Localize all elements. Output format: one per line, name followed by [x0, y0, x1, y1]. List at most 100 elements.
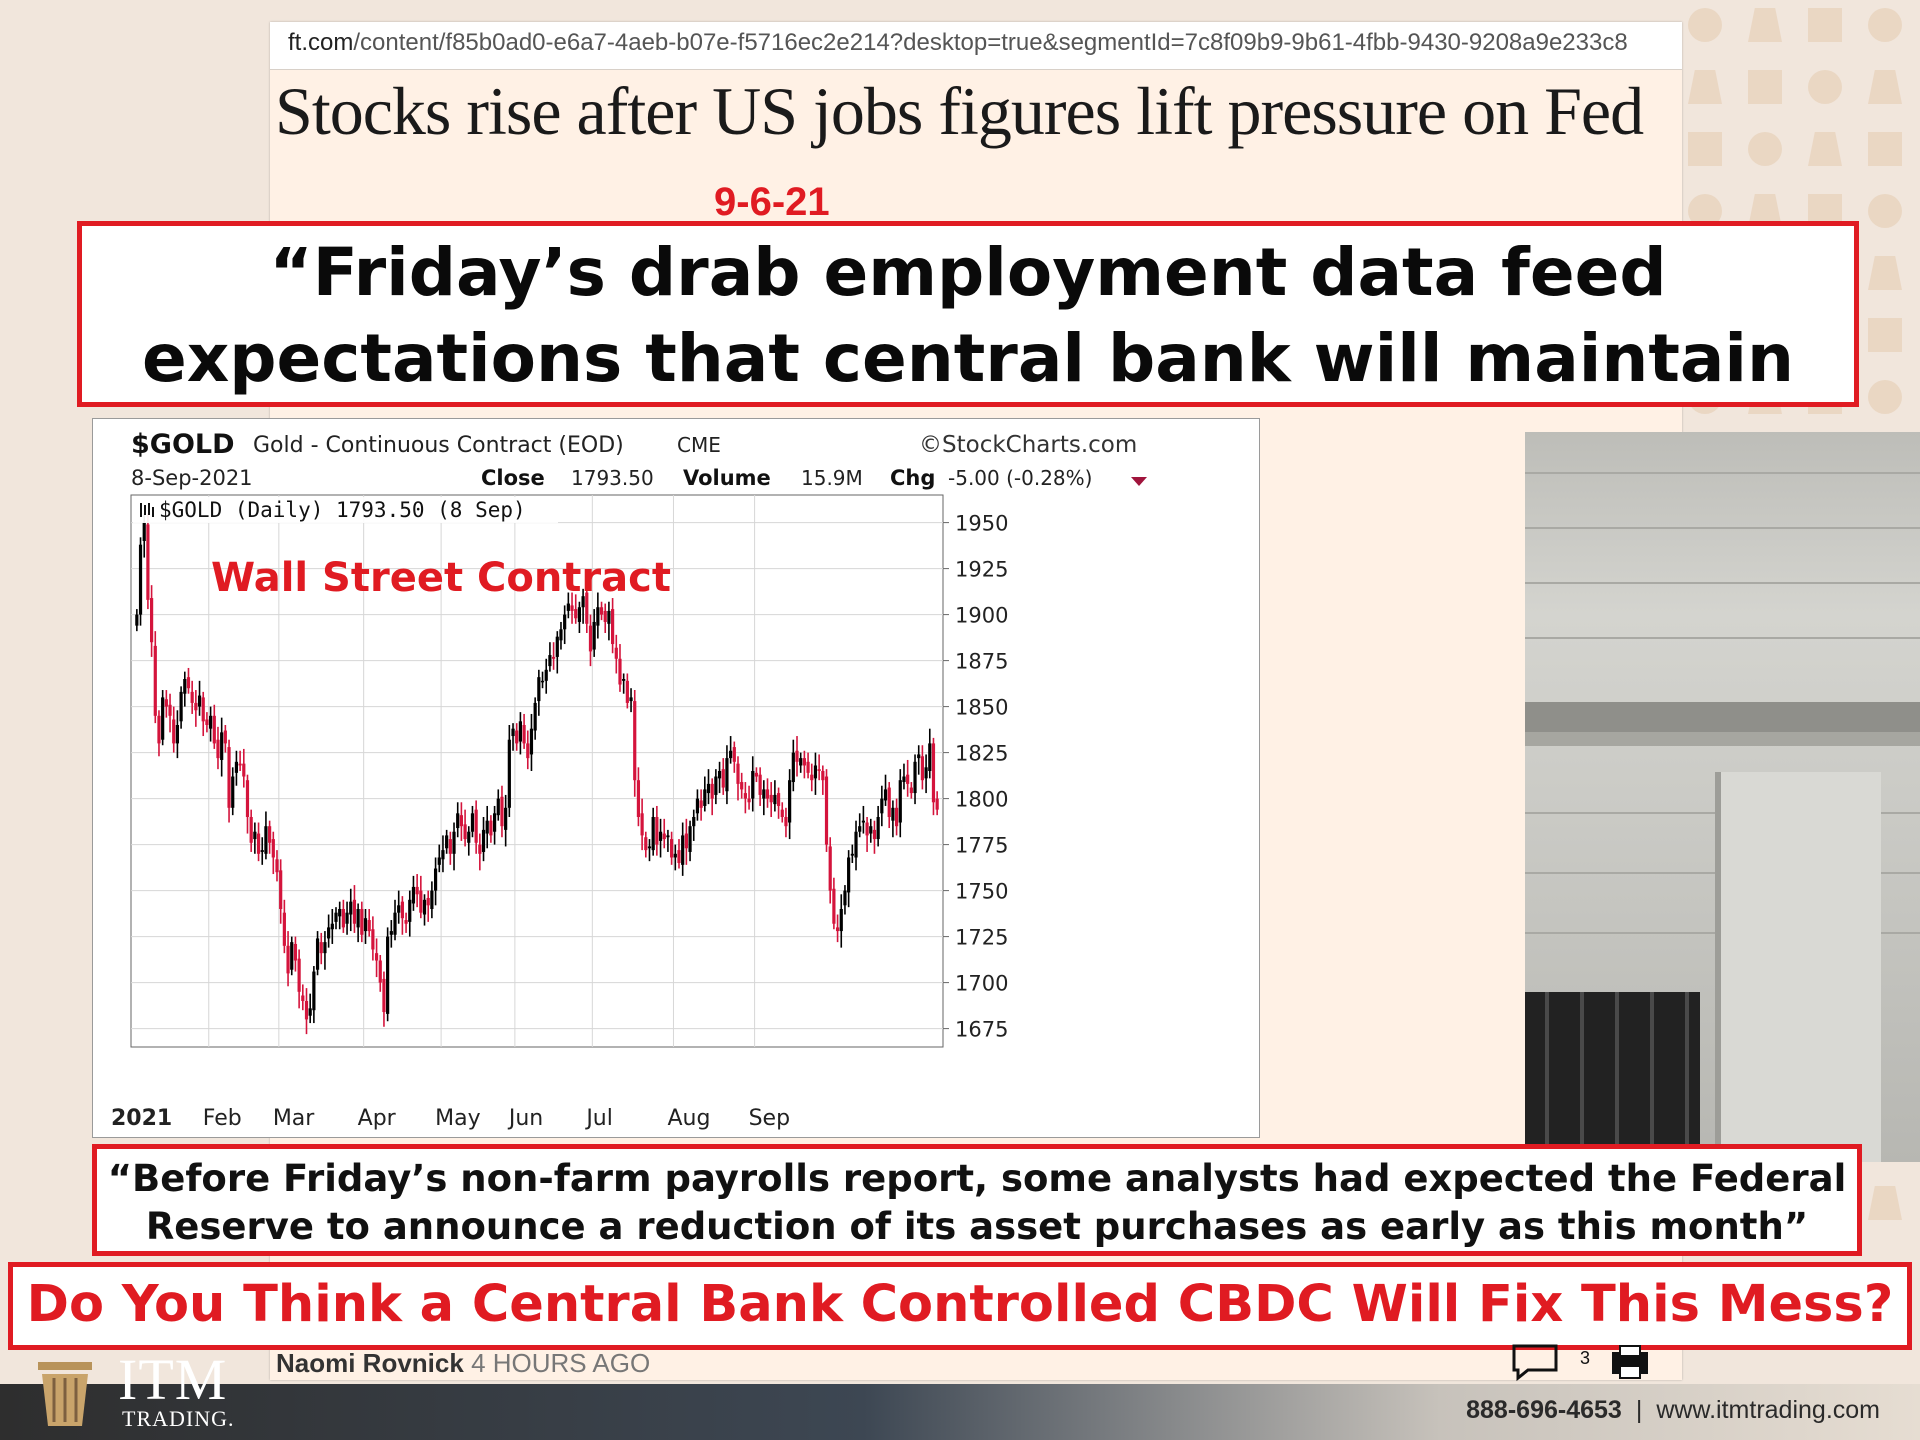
candle-body — [585, 592, 589, 624]
comment-icon[interactable] — [1512, 1344, 1558, 1382]
candle-body — [703, 789, 707, 806]
candle-body — [843, 890, 847, 906]
candle-body — [415, 886, 419, 895]
chart-svg: $GOLD Gold - Continuous Contract (EOD) C… — [111, 429, 1147, 1131]
candle-body — [419, 890, 423, 913]
candle-body — [341, 909, 345, 928]
candle-body — [268, 826, 272, 843]
candle-body — [898, 780, 902, 823]
footer-separator: | — [1635, 1396, 1643, 1424]
candle-body — [544, 669, 548, 681]
x-tick-label: May — [435, 1106, 480, 1131]
candle-body — [183, 679, 187, 694]
candle-body — [474, 809, 478, 843]
print-icon[interactable] — [1612, 1345, 1648, 1379]
x-tick-label: Sep — [749, 1106, 790, 1131]
footer-contact: 888-696-4653 | www.itmtrading.com — [1466, 1396, 1880, 1425]
candle-body — [349, 901, 353, 915]
candle-body — [832, 888, 836, 924]
candle-body — [577, 607, 582, 622]
candle-body — [876, 817, 880, 840]
chart-date: 8-Sep-2021 — [131, 466, 253, 490]
candle-body — [249, 817, 253, 843]
candle-body — [518, 721, 523, 742]
candles — [135, 513, 939, 1035]
pattern-shape — [1688, 8, 1722, 42]
candle-body — [286, 945, 290, 974]
candle-body — [717, 771, 722, 779]
question-banner: Do You Think a Central Bank Controlled C… — [8, 1262, 1912, 1350]
candle-body — [622, 679, 626, 681]
author-name[interactable]: Naomi Rovnick — [276, 1348, 464, 1378]
quote-bottom-box: “Before Friday’s non-farm payrolls repor… — [92, 1144, 1862, 1256]
y-tick-label: 1950 — [955, 512, 1008, 536]
comment-count: 3 — [1580, 1348, 1590, 1368]
candle-body — [470, 813, 475, 832]
candle-body — [902, 776, 906, 783]
candle-body — [754, 772, 759, 777]
candle-body — [710, 783, 714, 799]
candle-body — [271, 839, 275, 858]
candle-body — [858, 826, 862, 832]
x-tick-label: 2021 — [111, 1106, 172, 1131]
pattern-shape — [1748, 70, 1782, 104]
candle-body — [850, 853, 854, 856]
candle-body — [806, 761, 810, 773]
pattern-shape — [1748, 8, 1782, 42]
chart-annotation: Wall Street Contract — [211, 555, 671, 601]
candle-body — [894, 807, 899, 827]
logo-itm: ITM — [118, 1347, 228, 1412]
pattern-shape — [1688, 70, 1722, 104]
footer-phone[interactable]: 888-696-4653 — [1466, 1396, 1622, 1424]
candle-body — [367, 920, 371, 932]
candle-body — [596, 607, 600, 626]
candle-body — [194, 702, 198, 711]
footer-website[interactable]: www.itmtrading.com — [1656, 1396, 1880, 1424]
candle-body — [551, 656, 556, 659]
article-byline: Naomi Rovnick 4 HOURS AGO — [276, 1348, 650, 1379]
candle-body — [264, 826, 268, 854]
quote-top-box: “Friday’s drab employment data feed expe… — [77, 221, 1859, 407]
candle-body — [459, 815, 463, 827]
candle-body — [201, 697, 205, 722]
candle-body — [574, 609, 578, 619]
candle-body — [231, 776, 235, 808]
candle-body — [386, 936, 390, 1014]
pillar-logo-icon — [38, 1362, 92, 1426]
candle-body — [135, 614, 139, 626]
candle-body — [374, 953, 379, 961]
candle-body — [511, 728, 515, 737]
candle-body — [588, 625, 593, 652]
candle-body — [618, 658, 622, 685]
candle-body — [802, 758, 806, 766]
candle-body — [378, 960, 382, 983]
candle-body — [906, 774, 910, 784]
pattern-shape — [1868, 256, 1902, 290]
url-domain: ft.com — [288, 29, 354, 56]
candle-body — [780, 809, 784, 817]
candle-body — [437, 857, 441, 865]
url-bar[interactable]: ft.com/content/f85b0ad0-e6a7-4aeb-b07e-f… — [270, 22, 1682, 70]
candle-body — [817, 769, 821, 771]
candle-body — [839, 909, 843, 932]
candle-body — [835, 927, 840, 932]
candle-body — [408, 899, 412, 922]
candle-body — [507, 739, 511, 808]
down-arrow-icon — [1131, 477, 1147, 486]
candle-body — [931, 743, 936, 803]
candle-body — [489, 820, 493, 836]
candle-body — [773, 794, 777, 805]
candle-body — [706, 783, 711, 794]
candle-body — [227, 747, 231, 808]
candle-body — [330, 923, 334, 930]
candle-body — [891, 807, 895, 821]
candle-body — [467, 831, 471, 843]
x-tick-label: Apr — [358, 1106, 397, 1131]
candle-body — [633, 701, 637, 781]
candle-body — [725, 758, 729, 792]
candle-body — [655, 817, 659, 845]
candle-body — [426, 897, 430, 906]
candle-body — [714, 776, 718, 795]
candle-body — [220, 732, 224, 760]
time-ago: 4 HOURS AGO — [471, 1348, 651, 1378]
